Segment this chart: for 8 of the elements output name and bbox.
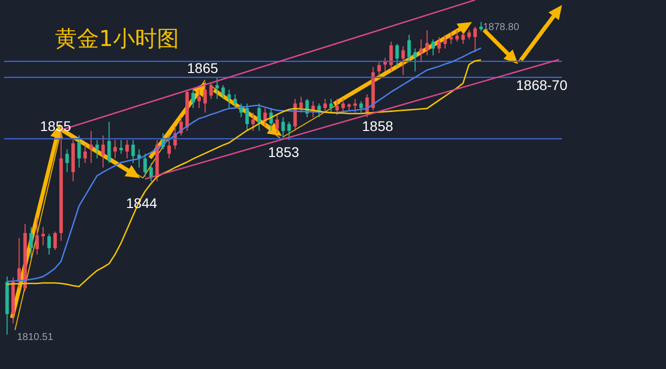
- text: 黄金1小时图: [55, 27, 179, 52]
- annotation: 1878.80: [483, 22, 520, 33]
- annotation: 1868-70: [516, 77, 568, 93]
- annotation: 1865: [187, 60, 218, 76]
- annotation: 1853: [268, 144, 300, 160]
- annotation: 1858: [362, 118, 394, 134]
- annotation: 1855: [40, 118, 72, 134]
- annotation: 1810.51: [17, 332, 54, 343]
